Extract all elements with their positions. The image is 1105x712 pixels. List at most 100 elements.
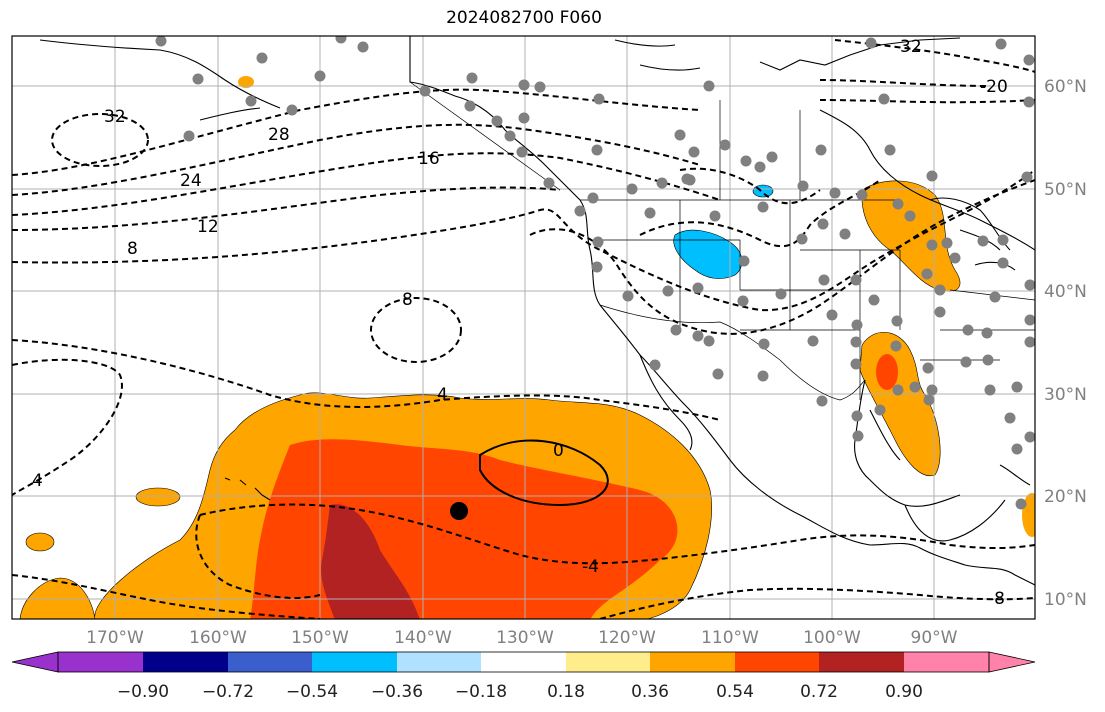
colorbar — [11, 651, 1036, 673]
station-marker — [851, 410, 863, 422]
station-marker — [926, 384, 938, 396]
station-marker — [909, 381, 921, 393]
colorbar-tick-label: −0.36 — [371, 682, 423, 702]
station-marker — [982, 354, 994, 366]
station-marker — [997, 234, 1009, 246]
station-marker — [737, 295, 749, 307]
colorbar-tick-label: −0.54 — [286, 682, 338, 702]
station-marker — [757, 370, 769, 382]
station-marker — [1023, 54, 1035, 66]
station-marker — [670, 324, 682, 336]
station-marker — [926, 239, 938, 251]
station-marker — [949, 252, 961, 264]
station-marker — [626, 183, 638, 195]
lon-label: 140°W — [394, 628, 452, 648]
map-frame — [11, 35, 1036, 620]
station-marker — [890, 340, 902, 352]
station-marker — [674, 129, 686, 141]
station-marker — [1015, 498, 1027, 510]
colorbar-tick-label: −0.72 — [202, 682, 254, 702]
station-marker — [419, 85, 431, 97]
station-marker — [740, 155, 752, 167]
station-marker — [335, 36, 347, 44]
blob-montana-blue — [752, 184, 774, 198]
lat-label: 50°N — [1044, 180, 1087, 200]
lat-label: 20°N — [1044, 487, 1087, 507]
station-marker — [960, 356, 972, 368]
station-marker — [868, 294, 880, 306]
station-marker — [775, 288, 787, 300]
station-marker — [518, 79, 530, 91]
colorbar-segment — [58, 652, 143, 672]
station-marker — [183, 130, 195, 142]
station-marker — [796, 233, 808, 245]
station-marker — [719, 139, 731, 151]
station-marker — [850, 336, 862, 348]
station-marker — [754, 161, 766, 173]
station-marker — [757, 201, 769, 213]
map-area: 32 28 24 16 12 8 8 4 4 0 -4 -20 32 -8 — [12, 36, 1035, 619]
blob-west-south — [25, 532, 55, 552]
contour-label: 8 — [402, 290, 413, 310]
station-marker — [703, 80, 715, 92]
station-marker — [874, 404, 886, 416]
station-marker — [245, 95, 257, 107]
colorbar-segment — [819, 652, 904, 672]
colorbar-segment — [397, 652, 481, 672]
colorbar-segment — [143, 652, 228, 672]
station-marker — [962, 324, 974, 336]
station-marker — [1023, 96, 1035, 108]
pacific-darkred-region — [321, 504, 420, 619]
contour-label: 32 — [104, 107, 126, 127]
lon-label: 100°W — [803, 628, 861, 648]
station-marker — [766, 151, 778, 163]
station-marker — [357, 41, 369, 53]
station-marker — [256, 52, 268, 64]
contour-label: 4 — [437, 385, 448, 405]
storm-center-marker — [450, 502, 468, 520]
station-marker — [591, 261, 603, 273]
map-title: 2024082700 F060 — [446, 8, 602, 28]
station-marker — [807, 335, 819, 347]
contour-label: 16 — [418, 149, 440, 169]
colorbar-tick-label: 0.90 — [885, 682, 923, 702]
station-marker — [904, 210, 916, 222]
station-marker — [923, 394, 935, 406]
station-marker — [709, 210, 721, 222]
station-marker — [504, 130, 516, 142]
coastlines — [39, 36, 1035, 586]
station-marker — [852, 430, 864, 442]
station-marker — [738, 255, 750, 267]
lon-label: 160°W — [189, 628, 247, 648]
station-marker — [587, 192, 599, 204]
station-marker — [977, 235, 989, 247]
station-marker — [984, 384, 996, 396]
colorbar-segment — [650, 652, 735, 672]
station-marker — [981, 327, 993, 339]
longitude-labels: 170°W 160°W 150°W 140°W 130°W 120°W 110°… — [86, 628, 958, 648]
station-marker — [314, 70, 326, 82]
lat-label: 60°N — [1044, 77, 1087, 97]
contour-label: 24 — [180, 171, 202, 191]
latitude-labels: 60°N 50°N 40°N 30°N 20°N 10°N — [1044, 77, 1087, 610]
station-marker — [1024, 336, 1035, 348]
station-marker — [815, 144, 827, 156]
station-marker — [865, 37, 877, 49]
station-marker — [816, 395, 828, 407]
blob-gulf-red — [876, 354, 898, 390]
colorbar-tick-label: 0.54 — [716, 682, 754, 702]
station-marker — [1011, 381, 1023, 393]
station-marker — [543, 177, 555, 189]
station-marker — [934, 284, 946, 296]
station-marker — [797, 180, 809, 192]
contour-label: 8 — [127, 239, 138, 259]
station-marker — [995, 38, 1007, 50]
contour-label: -8 — [988, 589, 1005, 609]
colorbar-tick-label: 0.72 — [800, 682, 838, 702]
station-marker — [286, 104, 298, 116]
station-marker — [850, 358, 862, 370]
contour-label: 28 — [268, 125, 290, 145]
contour-label: -4 — [582, 557, 599, 577]
station-marker — [941, 237, 953, 249]
